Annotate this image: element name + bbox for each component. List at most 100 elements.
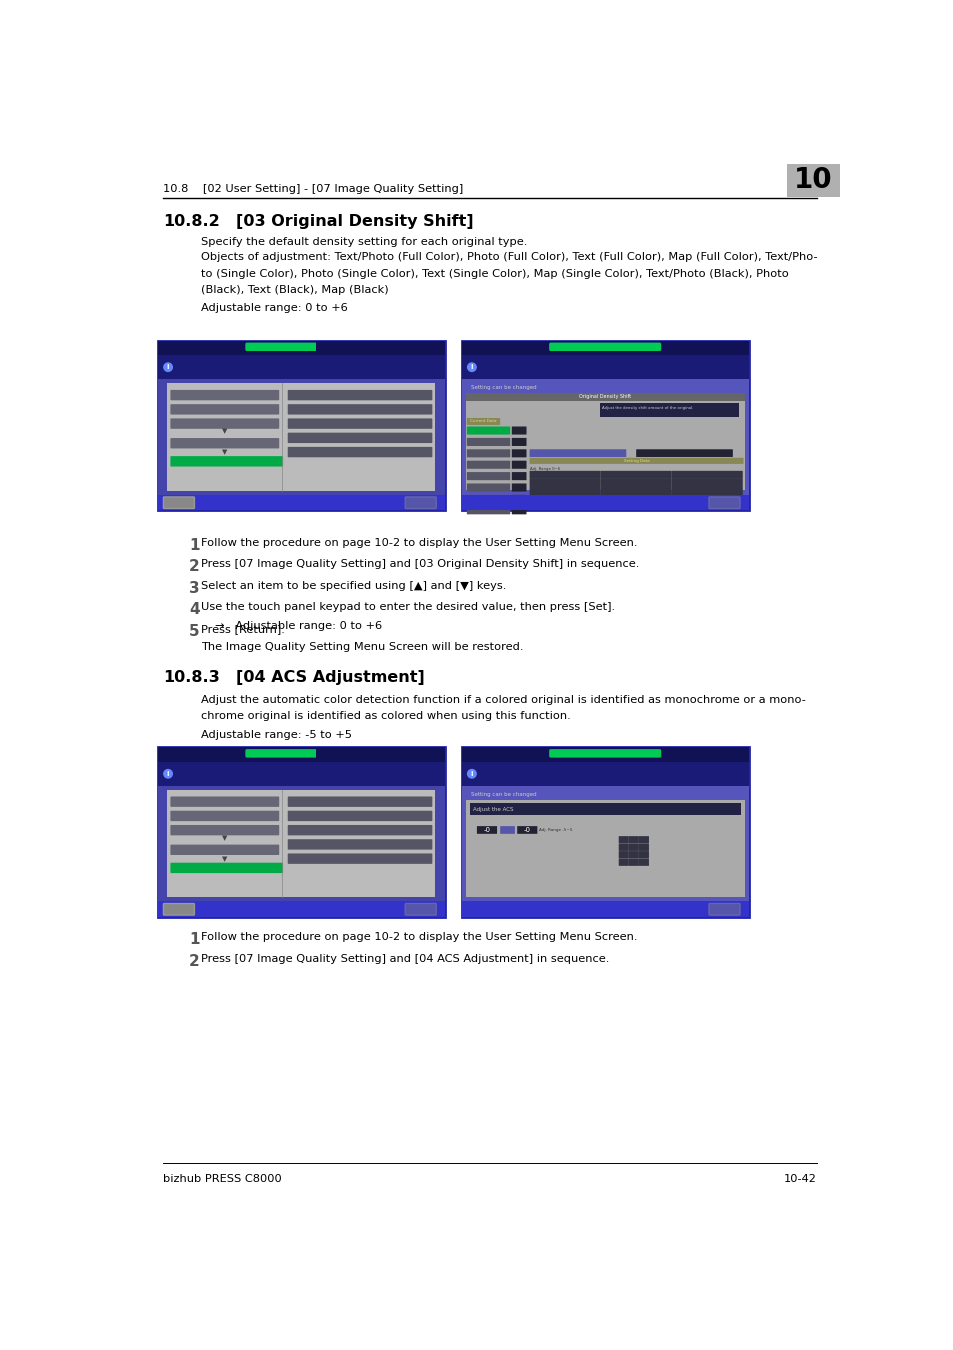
FancyBboxPatch shape bbox=[639, 850, 648, 859]
Text: The Image Quality Setting Menu Screen will be restored.: The Image Quality Setting Menu Screen wi… bbox=[200, 643, 522, 652]
Text: 2: 2 bbox=[189, 559, 199, 574]
Text: Press [Return].: Press [Return]. bbox=[200, 624, 284, 634]
FancyBboxPatch shape bbox=[466, 506, 510, 514]
Bar bbox=[158, 786, 444, 902]
FancyBboxPatch shape bbox=[171, 390, 279, 401]
FancyBboxPatch shape bbox=[288, 840, 432, 849]
Text: 2: 2 bbox=[189, 954, 199, 969]
Text: Objects of adjustment: Text/Photo (Full Color), Photo (Full Color), Text (Full C: Objects of adjustment: Text/Photo (Full … bbox=[200, 252, 817, 262]
FancyBboxPatch shape bbox=[636, 450, 732, 458]
Bar bbox=[461, 786, 748, 902]
FancyBboxPatch shape bbox=[549, 749, 660, 757]
Text: chrome original is identified as colored when using this function.: chrome original is identified as colored… bbox=[200, 711, 570, 721]
FancyBboxPatch shape bbox=[288, 390, 432, 401]
FancyBboxPatch shape bbox=[466, 427, 510, 435]
Text: 3: 3 bbox=[189, 580, 199, 595]
FancyBboxPatch shape bbox=[171, 418, 279, 429]
Bar bbox=[461, 747, 748, 761]
FancyBboxPatch shape bbox=[499, 826, 515, 834]
Bar bbox=[461, 355, 748, 379]
FancyBboxPatch shape bbox=[639, 859, 648, 865]
Text: [03 Original Density Shift]: [03 Original Density Shift] bbox=[235, 215, 473, 230]
FancyBboxPatch shape bbox=[171, 437, 279, 448]
FancyBboxPatch shape bbox=[786, 165, 840, 197]
Text: Adjustable range: 0 to +6: Adjustable range: 0 to +6 bbox=[200, 302, 347, 313]
Text: Follow the procedure on page 10-2 to display the User Setting Menu Screen.: Follow the procedure on page 10-2 to dis… bbox=[200, 931, 637, 942]
Text: i: i bbox=[167, 771, 169, 776]
Bar bbox=[167, 790, 435, 898]
Bar bbox=[158, 902, 444, 917]
Text: i: i bbox=[167, 364, 169, 370]
Text: to (Single Color), Photo (Single Color), Text (Single Color), Map (Single Color): to (Single Color), Photo (Single Color),… bbox=[200, 269, 787, 278]
FancyBboxPatch shape bbox=[511, 506, 526, 514]
Text: →   Adjustable range: 0 to +6: → Adjustable range: 0 to +6 bbox=[214, 621, 381, 630]
FancyBboxPatch shape bbox=[708, 903, 740, 915]
FancyBboxPatch shape bbox=[288, 404, 432, 414]
FancyBboxPatch shape bbox=[529, 471, 600, 479]
FancyBboxPatch shape bbox=[288, 418, 432, 429]
Bar bbox=[461, 379, 748, 494]
FancyBboxPatch shape bbox=[618, 859, 628, 865]
FancyBboxPatch shape bbox=[600, 487, 671, 495]
Text: Specify the default density setting for each original type.: Specify the default density setting for … bbox=[200, 238, 526, 247]
Text: 1: 1 bbox=[189, 537, 199, 552]
Bar bbox=[158, 747, 444, 917]
FancyBboxPatch shape bbox=[529, 458, 742, 464]
FancyBboxPatch shape bbox=[171, 845, 279, 855]
Text: Press [07 Image Quality Setting] and [04 ACS Adjustment] in sequence.: Press [07 Image Quality Setting] and [04… bbox=[200, 954, 608, 964]
FancyBboxPatch shape bbox=[163, 497, 194, 509]
Text: Select an item to be specified using [▲] and [▼] keys.: Select an item to be specified using [▲]… bbox=[200, 580, 505, 591]
Bar bbox=[315, 747, 444, 761]
FancyBboxPatch shape bbox=[288, 447, 432, 458]
Text: 10.8.3: 10.8.3 bbox=[163, 670, 220, 686]
Bar bbox=[461, 761, 748, 786]
Text: Setting can be changed: Setting can be changed bbox=[471, 385, 537, 390]
Text: 4: 4 bbox=[189, 602, 199, 617]
Text: ▼: ▼ bbox=[222, 856, 227, 861]
Bar bbox=[469, 803, 740, 815]
FancyBboxPatch shape bbox=[466, 450, 510, 458]
Text: Adjust the automatic color detection function if a colored original is identifie: Adjust the automatic color detection fun… bbox=[200, 695, 804, 705]
Text: Adjustable range: -5 to +5: Adjustable range: -5 to +5 bbox=[200, 730, 352, 740]
FancyBboxPatch shape bbox=[245, 749, 357, 757]
Bar bbox=[465, 790, 744, 798]
Bar bbox=[158, 355, 444, 379]
Text: Adj. Range -5~5: Adj. Range -5~5 bbox=[538, 828, 572, 832]
FancyBboxPatch shape bbox=[628, 859, 639, 865]
Text: Current Data: Current Data bbox=[470, 420, 497, 424]
FancyBboxPatch shape bbox=[288, 825, 432, 836]
FancyBboxPatch shape bbox=[288, 432, 432, 443]
FancyBboxPatch shape bbox=[466, 472, 510, 481]
Text: ▼: ▼ bbox=[222, 450, 227, 455]
FancyBboxPatch shape bbox=[529, 450, 625, 458]
FancyBboxPatch shape bbox=[288, 796, 432, 807]
FancyBboxPatch shape bbox=[639, 836, 648, 844]
Text: Setting Data: Setting Data bbox=[623, 459, 649, 463]
Bar bbox=[465, 383, 744, 392]
Bar bbox=[158, 747, 444, 761]
FancyBboxPatch shape bbox=[628, 844, 639, 850]
FancyBboxPatch shape bbox=[163, 903, 194, 915]
Circle shape bbox=[467, 363, 476, 371]
Bar bbox=[158, 340, 444, 355]
FancyBboxPatch shape bbox=[511, 483, 526, 491]
FancyBboxPatch shape bbox=[618, 844, 628, 850]
Bar bbox=[461, 494, 748, 510]
Text: Use the touch panel keypad to enter the desired value, then press [Set].: Use the touch panel keypad to enter the … bbox=[200, 602, 614, 613]
Bar bbox=[461, 340, 748, 510]
Bar bbox=[465, 799, 744, 896]
Text: 10: 10 bbox=[794, 166, 832, 194]
Text: [04 ACS Adjustment]: [04 ACS Adjustment] bbox=[235, 670, 424, 686]
FancyBboxPatch shape bbox=[628, 850, 639, 859]
Text: Original Density Shift: Original Density Shift bbox=[578, 394, 631, 400]
FancyBboxPatch shape bbox=[671, 495, 742, 504]
Text: i: i bbox=[470, 364, 473, 370]
FancyBboxPatch shape bbox=[511, 495, 526, 504]
Text: Press [07 Image Quality Setting] and [03 Original Density Shift] in sequence.: Press [07 Image Quality Setting] and [03… bbox=[200, 559, 639, 570]
FancyBboxPatch shape bbox=[529, 479, 600, 487]
FancyBboxPatch shape bbox=[639, 844, 648, 850]
Text: Adj. Range 0~6: Adj. Range 0~6 bbox=[530, 467, 559, 471]
FancyBboxPatch shape bbox=[511, 437, 526, 446]
FancyBboxPatch shape bbox=[618, 850, 628, 859]
FancyBboxPatch shape bbox=[171, 404, 279, 414]
